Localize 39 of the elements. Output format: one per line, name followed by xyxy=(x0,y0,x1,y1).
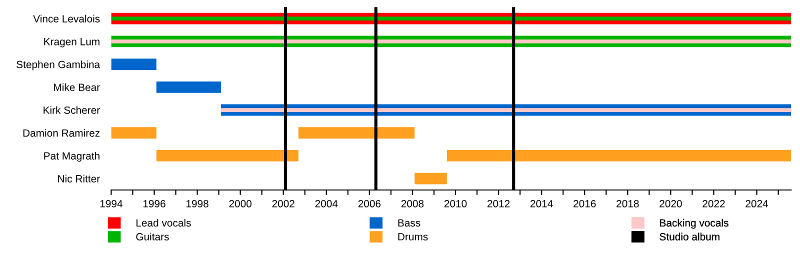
x-tick-label: 2012 xyxy=(487,200,510,208)
x-tick-label: 1994 xyxy=(100,200,122,208)
x-tick-label: 2016 xyxy=(574,200,596,208)
y-tick-label: Nic Ritter xyxy=(58,174,100,182)
y-tick-label: Kirk Scherer xyxy=(44,106,100,114)
y-tick-label: Damion Ramirez xyxy=(23,129,100,137)
bar xyxy=(111,58,156,70)
legend-label: Lead vocals xyxy=(136,218,191,227)
y-tick-label: Stephen Gambina xyxy=(16,60,100,70)
bar xyxy=(111,39,792,44)
y-tick-label: Kragen Lum xyxy=(44,38,100,48)
legend-label: Guitars xyxy=(136,232,169,240)
x-tick-label: 2002 xyxy=(272,200,294,208)
y-tick-label: Mike Bear xyxy=(54,83,100,92)
x-tick-label: 2022 xyxy=(702,200,725,208)
x-tick-label: 2024 xyxy=(746,200,768,208)
bar xyxy=(446,150,792,162)
bar xyxy=(156,150,298,162)
x-tick-label: 2000 xyxy=(229,200,252,208)
bar xyxy=(156,81,221,93)
x-tick-label: 2010 xyxy=(444,200,467,208)
bar xyxy=(298,127,415,139)
bar xyxy=(414,172,447,184)
x-tick-label: 2018 xyxy=(616,200,639,208)
x-tick-label: 2020 xyxy=(660,200,682,208)
legend-label: Drums xyxy=(398,233,428,240)
legend-label: Bass xyxy=(398,219,420,227)
x-tick-label: 1998 xyxy=(186,200,208,208)
x-tick-label: 2004 xyxy=(315,200,338,208)
y-tick-label: Pat Magrath xyxy=(44,152,100,162)
y-tick-label: Vince Levalois xyxy=(33,14,100,22)
bar xyxy=(220,108,792,112)
bar xyxy=(111,127,156,139)
x-tick-label: 2006 xyxy=(358,200,381,208)
x-tick-label: 2014 xyxy=(530,200,553,208)
legend-label: Studio album xyxy=(660,232,720,240)
x-tick-label: 1996 xyxy=(143,200,166,208)
legend-label: Backing vocals xyxy=(660,218,728,229)
x-tick-label: 2008 xyxy=(401,200,424,208)
